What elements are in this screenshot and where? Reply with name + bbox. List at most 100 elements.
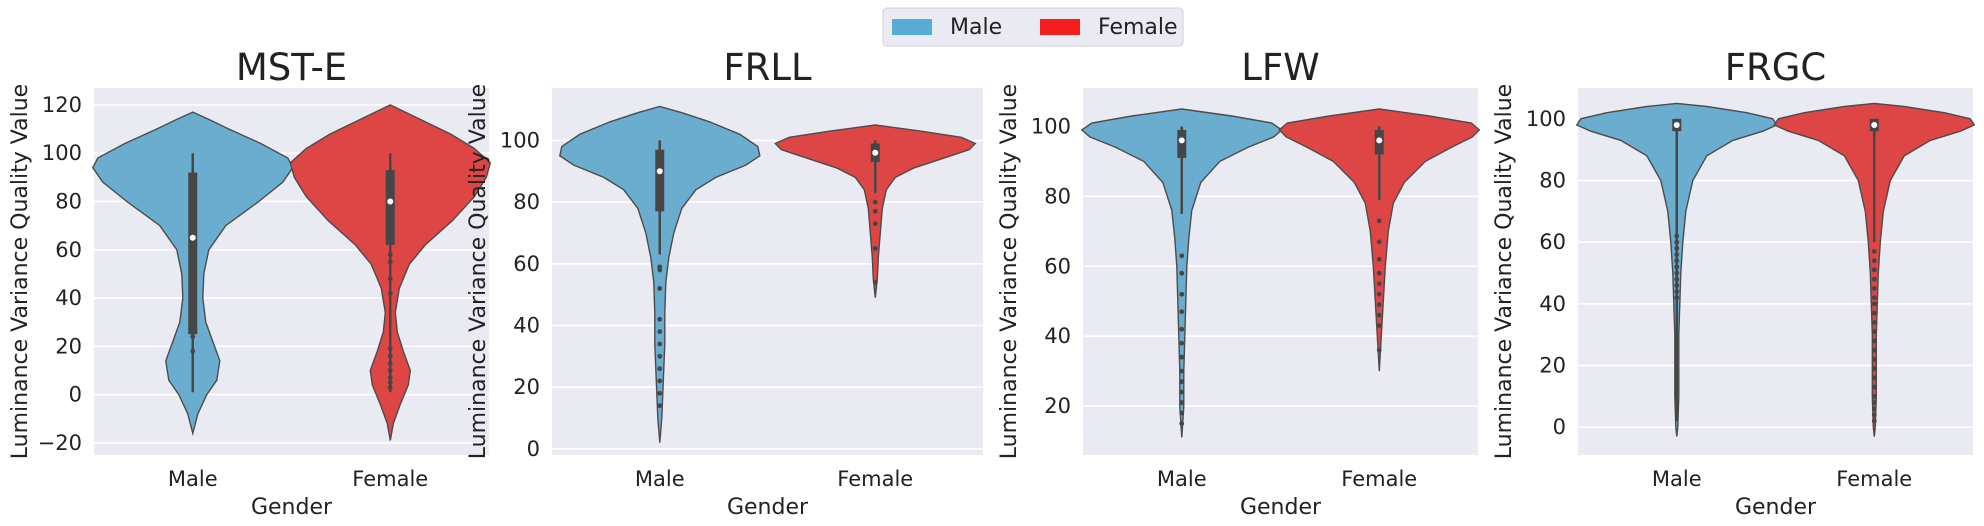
- legend-swatch-female: [1040, 19, 1080, 35]
- y-tick-label: 60: [513, 252, 540, 276]
- outlier-point: [1179, 389, 1185, 395]
- outlier-point: [387, 346, 393, 352]
- median-point: [872, 149, 879, 156]
- outlier-point: [1871, 366, 1877, 372]
- median-point: [1673, 122, 1680, 129]
- outlier-point: [1376, 291, 1382, 297]
- violin-male: [559, 105, 761, 443]
- outlier-point: [190, 300, 196, 306]
- y-axis-label: Luminance Variance Quality Value: [1492, 84, 1517, 459]
- outlier-point: [1871, 375, 1877, 381]
- panel-frll: 0 20 40 60 80 100 Male Female FRLL Gender Luminanc…: [466, 46, 983, 520]
- x-tick-label: Male: [168, 467, 218, 491]
- outlier-point: [872, 208, 878, 214]
- outlier-point: [1376, 256, 1382, 262]
- outlier-point: [657, 366, 663, 372]
- legend-swatch-male: [892, 19, 932, 35]
- outlier-point: [387, 384, 393, 390]
- x-axis-label: Gender: [727, 495, 809, 520]
- y-tick-label: 120: [42, 93, 82, 117]
- outlier-point: [1376, 323, 1382, 329]
- legend-frame: [882, 7, 1184, 47]
- outlier-point: [1674, 295, 1680, 301]
- outlier-point: [657, 286, 663, 291]
- panel-lfw: 20 40 60 80 100 Male Female LFW Gender Luminance …: [997, 46, 1481, 520]
- outlier-point: [190, 314, 196, 320]
- outlier-point: [657, 378, 663, 384]
- outlier-point: [387, 375, 393, 381]
- legend-label-male: Male: [950, 15, 1002, 40]
- outlier-point: [190, 286, 196, 291]
- outlier-point: [1871, 249, 1877, 254]
- outlier-point: [1179, 379, 1185, 384]
- outlier-point: [190, 334, 196, 340]
- outlier-point: [1871, 347, 1877, 353]
- outlier-point: [1179, 421, 1185, 426]
- outlier-point: [1376, 312, 1382, 318]
- y-tick-label: 80: [513, 190, 540, 214]
- x-axis-label: Gender: [1735, 495, 1817, 520]
- y-tick-label: 0: [69, 383, 82, 407]
- outlier-point: [1674, 239, 1680, 245]
- y-tick-label: 20: [55, 334, 82, 358]
- y-tick-label: 40: [55, 286, 82, 310]
- outlier-point: [1179, 340, 1185, 346]
- median-point: [189, 234, 196, 241]
- outlier-point: [1871, 301, 1877, 307]
- y-tick-label: 60: [1539, 230, 1566, 254]
- chart-title: FRLL: [723, 46, 812, 89]
- y-tick-label: 80: [55, 189, 82, 213]
- outlier-point: [657, 267, 663, 273]
- outlier-point: [657, 353, 663, 359]
- x-tick-label: Male: [635, 467, 685, 491]
- outlier-point: [387, 290, 393, 296]
- y-tick-label: 0: [1553, 415, 1566, 439]
- iqr-box-male: [655, 149, 665, 212]
- outlier-point: [190, 290, 196, 296]
- outlier-point: [190, 310, 196, 315]
- outlier-point: [1871, 406, 1877, 412]
- outlier-point: [1376, 239, 1382, 245]
- outlier-point: [1674, 264, 1680, 270]
- outlier-point: [387, 360, 393, 366]
- outlier-point: [657, 390, 663, 396]
- outlier-point: [190, 324, 196, 330]
- x-tick-label: Female: [1836, 467, 1912, 491]
- outlier-point: [1871, 295, 1877, 301]
- outlier-point: [1179, 291, 1185, 297]
- iqr-box-male: [1177, 129, 1187, 158]
- outlier-point: [872, 279, 878, 285]
- outlier-point: [1871, 286, 1877, 291]
- outlier-point: [1179, 309, 1185, 315]
- outlier-point: [1179, 354, 1185, 360]
- y-tick-label: 60: [55, 238, 82, 262]
- iqr-box-male: [188, 172, 198, 335]
- outlier-point: [1871, 384, 1877, 390]
- y-tick-label: 40: [1044, 324, 1071, 348]
- outlier-point: [657, 329, 663, 335]
- outlier-point: [1871, 418, 1877, 424]
- outlier-point: [1179, 270, 1185, 276]
- outlier-point: [190, 276, 196, 282]
- y-axis-label: Luminance Variance Quality Value: [997, 84, 1022, 459]
- outlier-point: [1871, 400, 1877, 405]
- x-tick-label: Female: [1341, 467, 1417, 491]
- outlier-point: [387, 259, 393, 265]
- outlier-point: [1674, 276, 1680, 282]
- outlier-point: [1674, 233, 1680, 239]
- y-tick-label: 80: [1044, 184, 1071, 208]
- outlier-point: [1674, 289, 1680, 294]
- outlier-point: [190, 348, 196, 354]
- x-tick-label: Male: [1652, 467, 1702, 491]
- y-tick-label: 20: [1539, 354, 1566, 378]
- y-tick-label: 40: [1539, 292, 1566, 316]
- x-axis-label: Gender: [251, 495, 333, 520]
- outlier-point: [1871, 338, 1877, 344]
- x-axis-label: Gender: [1240, 495, 1322, 520]
- outlier-point: [1376, 347, 1382, 353]
- outlier-point: [387, 368, 393, 373]
- outlier-point: [657, 403, 663, 409]
- median-point: [656, 168, 663, 175]
- y-tick-label: 100: [1526, 107, 1566, 131]
